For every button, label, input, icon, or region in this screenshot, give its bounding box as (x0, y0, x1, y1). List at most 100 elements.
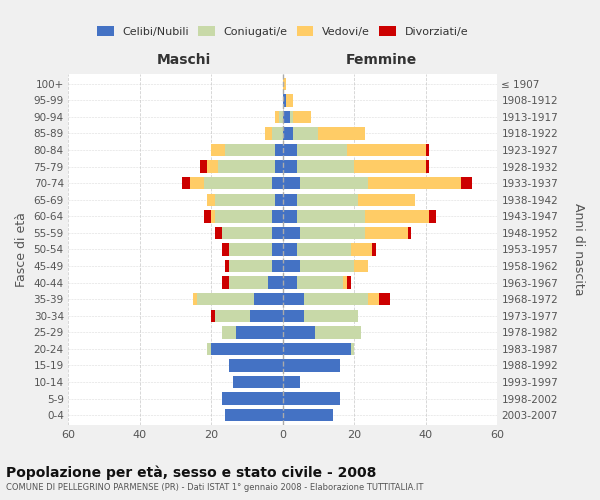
Bar (211, 210, 215, 222)
Bar (283, 276, 297, 289)
Bar (297, 276, 343, 289)
Bar (283, 160, 297, 173)
Bar (222, 226, 272, 239)
Bar (215, 210, 272, 222)
Bar (226, 144, 275, 156)
Bar (275, 160, 283, 173)
Bar (229, 360, 283, 372)
Bar (283, 260, 301, 272)
Bar (197, 293, 254, 306)
Bar (408, 226, 412, 239)
Bar (226, 409, 283, 422)
Bar (229, 260, 272, 272)
Bar (215, 310, 250, 322)
Bar (283, 226, 301, 239)
Bar (304, 293, 368, 306)
Bar (425, 144, 429, 156)
Bar (283, 94, 286, 106)
Bar (297, 144, 347, 156)
Bar (286, 94, 293, 106)
Text: COMUNE DI PELLEGRINO PARMENSE (PR) - Dati ISTAT 1° gennaio 2008 - Elaborazione T: COMUNE DI PELLEGRINO PARMENSE (PR) - Dat… (6, 482, 424, 492)
Bar (283, 78, 286, 90)
Bar (275, 144, 283, 156)
Bar (319, 127, 365, 140)
Bar (301, 260, 354, 272)
Bar (283, 244, 297, 256)
Bar (354, 160, 425, 173)
Bar (425, 160, 429, 173)
Bar (233, 376, 283, 388)
Bar (272, 177, 283, 190)
Bar (283, 110, 290, 123)
Bar (365, 226, 408, 239)
Bar (350, 244, 372, 256)
Bar (365, 210, 429, 222)
Legend: Celibi/Nubili, Coniugati/e, Vedovi/e, Divorziati/e: Celibi/Nubili, Coniugati/e, Vedovi/e, Di… (94, 22, 472, 40)
Bar (268, 276, 283, 289)
Bar (358, 194, 415, 206)
Bar (200, 160, 208, 173)
Bar (368, 293, 379, 306)
Bar (297, 160, 354, 173)
Bar (279, 110, 283, 123)
Bar (283, 342, 350, 355)
Bar (283, 409, 332, 422)
Bar (182, 177, 190, 190)
Bar (226, 260, 229, 272)
Bar (272, 127, 283, 140)
Y-axis label: Fasce di età: Fasce di età (15, 212, 28, 287)
Bar (283, 310, 304, 322)
Bar (275, 110, 279, 123)
Text: Femmine: Femmine (346, 53, 417, 67)
Bar (211, 144, 226, 156)
Bar (222, 244, 229, 256)
Bar (250, 310, 283, 322)
Text: Maschi: Maschi (157, 53, 211, 67)
Bar (222, 392, 283, 405)
Bar (265, 127, 272, 140)
Bar (347, 276, 350, 289)
Bar (190, 177, 204, 190)
Bar (222, 326, 236, 338)
Bar (254, 293, 283, 306)
Bar (211, 310, 215, 322)
Bar (283, 210, 297, 222)
Bar (283, 194, 297, 206)
Bar (293, 127, 319, 140)
Bar (297, 194, 358, 206)
Bar (429, 210, 436, 222)
Bar (283, 360, 340, 372)
Bar (354, 260, 368, 272)
Bar (372, 244, 376, 256)
Bar (283, 293, 304, 306)
Bar (301, 177, 368, 190)
Bar (297, 244, 350, 256)
Bar (193, 293, 197, 306)
Bar (290, 110, 293, 123)
Bar (283, 144, 297, 156)
Bar (208, 194, 215, 206)
Bar (301, 226, 365, 239)
Bar (283, 376, 301, 388)
Bar (368, 177, 461, 190)
Bar (379, 293, 390, 306)
Bar (215, 194, 275, 206)
Bar (211, 342, 283, 355)
Bar (304, 310, 358, 322)
Bar (272, 244, 283, 256)
Bar (283, 326, 315, 338)
Bar (347, 144, 425, 156)
Bar (272, 210, 283, 222)
Bar (222, 276, 229, 289)
Bar (297, 210, 365, 222)
Y-axis label: Anni di nascita: Anni di nascita (572, 203, 585, 296)
Bar (293, 110, 311, 123)
Bar (283, 127, 293, 140)
Bar (343, 276, 347, 289)
Bar (208, 160, 218, 173)
Bar (272, 226, 283, 239)
Bar (215, 226, 222, 239)
Bar (275, 194, 283, 206)
Bar (229, 244, 272, 256)
Bar (204, 177, 272, 190)
